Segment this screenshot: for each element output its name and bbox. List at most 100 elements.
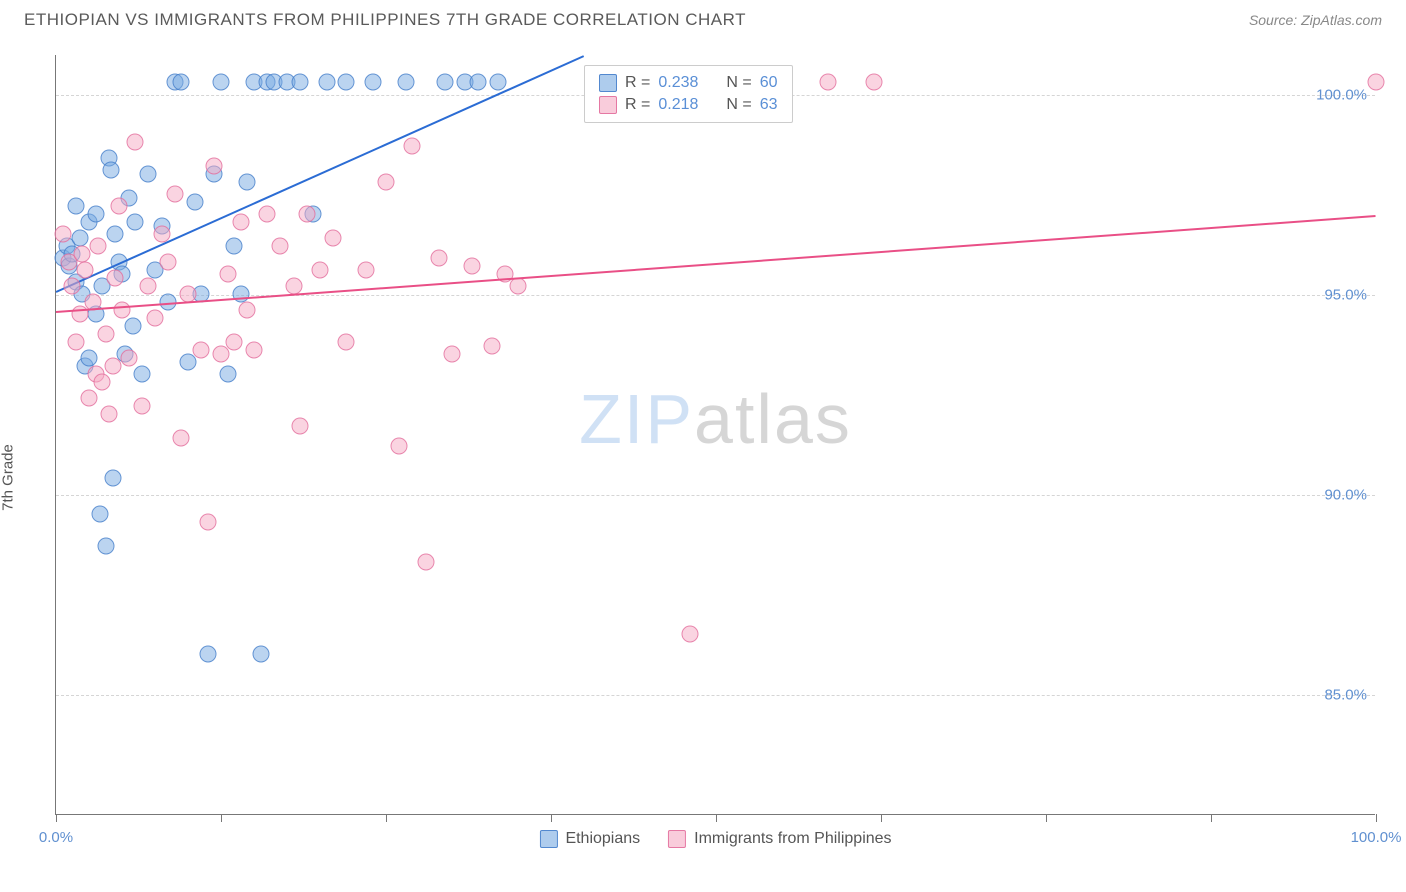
stats-legend: R =0.238N =60R =0.218N =63 <box>584 65 793 123</box>
data-point <box>292 74 309 91</box>
plot-region: ZIPatlas 85.0%90.0%95.0%100.0%0.0%100.0%… <box>55 55 1375 815</box>
data-point <box>226 238 243 255</box>
data-point <box>147 310 164 327</box>
stats-legend-row: R =0.238N =60 <box>599 72 778 94</box>
y-axis-label: 7th Grade <box>0 444 17 511</box>
data-point <box>397 74 414 91</box>
data-point <box>463 258 480 275</box>
data-point <box>325 230 342 247</box>
data-point <box>430 250 447 267</box>
data-point <box>437 74 454 91</box>
data-point <box>81 350 98 367</box>
data-point <box>140 166 157 183</box>
data-point <box>180 354 197 371</box>
data-point <box>510 278 527 295</box>
n-value: 63 <box>760 96 778 114</box>
n-value: 60 <box>760 74 778 92</box>
data-point <box>140 278 157 295</box>
data-point <box>160 254 177 271</box>
data-point <box>199 646 216 663</box>
data-point <box>246 342 263 359</box>
series-legend: Ethiopians Immigrants from Philippines <box>539 830 891 848</box>
data-point <box>133 398 150 415</box>
data-point <box>166 186 183 203</box>
data-point <box>94 374 111 391</box>
data-point <box>54 226 71 243</box>
data-point <box>239 174 256 191</box>
x-tick <box>1376 814 1377 822</box>
data-point <box>91 506 108 523</box>
data-point <box>252 646 269 663</box>
data-point <box>417 554 434 571</box>
r-value: 0.238 <box>658 74 698 92</box>
data-point <box>444 346 461 363</box>
x-tick <box>386 814 387 822</box>
series-name: Immigrants from Philippines <box>694 830 891 848</box>
series-legend-item: Ethiopians <box>539 830 640 848</box>
data-point <box>226 334 243 351</box>
data-point <box>298 206 315 223</box>
data-point <box>107 226 124 243</box>
x-tick <box>1211 814 1212 822</box>
stats-legend-row: R =0.218N =63 <box>599 94 778 116</box>
data-point <box>312 262 329 279</box>
data-point <box>67 198 84 215</box>
watermark: ZIPatlas <box>579 379 852 459</box>
r-value: 0.218 <box>658 96 698 114</box>
x-tick <box>716 814 717 822</box>
data-point <box>127 214 144 231</box>
data-point <box>213 346 230 363</box>
source-label: Source: ZipAtlas.com <box>1249 12 1382 28</box>
x-tick <box>221 814 222 822</box>
data-point <box>71 230 88 247</box>
data-point <box>338 334 355 351</box>
data-point <box>74 246 91 263</box>
x-tick <box>56 814 57 822</box>
chart-header: ETHIOPIAN VS IMMIGRANTS FROM PHILIPPINES… <box>0 0 1406 38</box>
data-point <box>820 74 837 91</box>
r-label: R = <box>625 96 650 114</box>
data-point <box>391 438 408 455</box>
legend-swatch-icon <box>668 830 686 848</box>
watermark-atlas: atlas <box>694 380 852 458</box>
data-point <box>173 430 190 447</box>
x-tick <box>881 814 882 822</box>
data-point <box>213 74 230 91</box>
data-point <box>259 206 276 223</box>
data-point <box>232 214 249 231</box>
data-point <box>338 74 355 91</box>
data-point <box>90 238 107 255</box>
data-point <box>483 338 500 355</box>
y-tick-label: 95.0% <box>1324 287 1367 304</box>
data-point <box>104 358 121 375</box>
data-point <box>490 74 507 91</box>
data-point <box>81 390 98 407</box>
y-tick-label: 100.0% <box>1316 87 1367 104</box>
data-point <box>364 74 381 91</box>
data-point <box>404 138 421 155</box>
data-point <box>124 318 141 335</box>
data-point <box>186 194 203 211</box>
data-point <box>681 626 698 643</box>
data-point <box>87 206 104 223</box>
data-point <box>120 350 137 367</box>
data-point <box>107 270 124 287</box>
data-point <box>153 226 170 243</box>
x-tick <box>1046 814 1047 822</box>
data-point <box>63 278 80 295</box>
data-point <box>206 158 223 175</box>
data-point <box>100 406 117 423</box>
n-label: N = <box>726 74 751 92</box>
series-name: Ethiopians <box>565 830 640 848</box>
legend-swatch-icon <box>599 96 617 114</box>
x-tick <box>551 814 552 822</box>
data-point <box>199 514 216 531</box>
data-point <box>133 366 150 383</box>
data-point <box>77 262 94 279</box>
data-point <box>470 74 487 91</box>
data-point <box>193 342 210 359</box>
data-point <box>67 334 84 351</box>
gridline <box>56 495 1375 496</box>
data-point <box>292 418 309 435</box>
data-point <box>239 302 256 319</box>
